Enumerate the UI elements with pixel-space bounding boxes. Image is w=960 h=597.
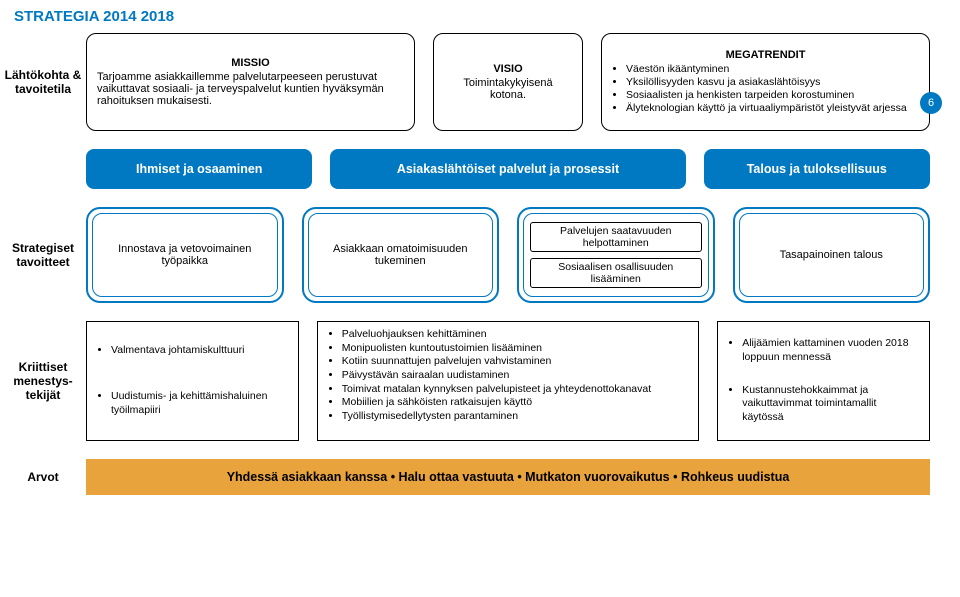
capsule-3: Palvelujen saatavuuden helpottaminen Sos… bbox=[517, 207, 715, 303]
row2-label bbox=[0, 149, 86, 189]
megatrendit-list: Väestön ikääntyminen Yksilöllisyyden kas… bbox=[612, 63, 919, 116]
row3-label: Strategiset tavoitteet bbox=[0, 207, 86, 303]
wbox2-item: Mobiilien ja sähköisten ratkaisujen käyt… bbox=[342, 396, 688, 410]
wbox-3: Alijäämien kattaminen vuoden 2018 loppuu… bbox=[717, 321, 930, 441]
pill-ihmiset: Ihmiset ja osaaminen bbox=[86, 149, 312, 189]
row-pillars: Ihmiset ja osaaminen Asiakaslähtöiset pa… bbox=[0, 149, 960, 189]
capsule-2: Asiakkaan omatoimisuuden tukeminen bbox=[302, 207, 500, 303]
row-lahtokohta: Lähtökohta & tavoitetila MISSIO Tarjoamm… bbox=[0, 33, 960, 131]
wbox2-item: Kotiin suunnattujen palvelujen vahvistam… bbox=[342, 355, 688, 369]
missio-text: Tarjoamme asiakkaillemme palvelutarpeese… bbox=[97, 71, 404, 107]
megatrendit-item: Väestön ikääntyminen bbox=[626, 63, 919, 76]
visio-title: VISIO bbox=[444, 63, 572, 75]
wbox2-item: Päivystävän sairaalan uudistaminen bbox=[342, 369, 688, 383]
megatrendit-item: Älyteknologian käyttö ja virtuaaliympäri… bbox=[626, 102, 919, 115]
visio-box: VISIO Toimintakykyisenä kotona. bbox=[433, 33, 583, 131]
page-title: STRATEGIA 2014 2018 bbox=[0, 0, 960, 29]
megatrendit-title: MEGATRENDIT bbox=[612, 49, 919, 61]
wbox3-item: Alijäämien kattaminen vuoden 2018 loppuu… bbox=[742, 337, 919, 364]
capsule-3a: Palvelujen saatavuuden helpottaminen bbox=[530, 222, 702, 252]
capsule-3b: Sosiaalisen osallisuuden lisääminen bbox=[530, 258, 702, 288]
wbox2-item: Toimivat matalan kynnyksen palvelupistee… bbox=[342, 383, 688, 397]
pill-asiakas: Asiakaslähtöiset palvelut ja prosessit bbox=[330, 149, 685, 189]
wbox-1: Valmentava johtamiskulttuuri Uudistumis-… bbox=[86, 321, 299, 441]
row1-label: Lähtökohta & tavoitetila bbox=[0, 33, 86, 131]
megatrendit-item: Yksilöllisyyden kasvu ja asiakaslähtöisy… bbox=[626, 76, 919, 89]
arvot-bar: Yhdessä asiakkaan kanssa • Halu ottaa va… bbox=[86, 459, 930, 495]
wbox2-item: Työllistymisedellytysten parantaminen bbox=[342, 410, 688, 424]
capsule-4-text: Tasapainoinen talous bbox=[739, 213, 925, 297]
wbox1-item: Uudistumis- ja kehittämishaluinen työilm… bbox=[111, 390, 288, 417]
capsule-1-text: Innostava ja vetovoimainen työpaikka bbox=[92, 213, 278, 297]
wbox2-item: Monipuolisten kuntoutustoimien lisäämine… bbox=[342, 342, 688, 356]
wbox3-item: Kustannustehokkaimmat ja vaikuttavimmat … bbox=[742, 384, 919, 425]
wbox-2: Palveluohjauksen kehittäminen Monipuolis… bbox=[317, 321, 699, 441]
capsule-1: Innostava ja vetovoimainen työpaikka bbox=[86, 207, 284, 303]
missio-title: MISSIO bbox=[97, 57, 404, 69]
pill-talous: Talous ja tuloksellisuus bbox=[704, 149, 930, 189]
capsule-3-inner: Palvelujen saatavuuden helpottaminen Sos… bbox=[523, 213, 709, 297]
megatrendit-box: MEGATRENDIT Väestön ikääntyminen Yksilöl… bbox=[601, 33, 930, 131]
row-kriittiset: Kriittiset menestys-tekijät Valmentava j… bbox=[0, 321, 960, 441]
row-strategiset: Strategiset tavoitteet Innostava ja veto… bbox=[0, 207, 960, 303]
capsule-2-text: Asiakkaan omatoimisuuden tukeminen bbox=[308, 213, 494, 297]
diagram-body: Lähtökohta & tavoitetila MISSIO Tarjoamm… bbox=[0, 29, 960, 495]
row5-label: Arvot bbox=[0, 459, 86, 495]
wbox2-item: Palveluohjauksen kehittäminen bbox=[342, 328, 688, 342]
wbox1-item: Valmentava johtamiskulttuuri bbox=[111, 344, 288, 358]
capsule-4: Tasapainoinen talous bbox=[733, 207, 931, 303]
visio-text: Toimintakykyisenä kotona. bbox=[444, 77, 572, 101]
page-number-badge: 6 bbox=[920, 92, 942, 114]
row4-label: Kriittiset menestys-tekijät bbox=[0, 321, 86, 441]
megatrendit-item: Sosiaalisten ja henkisten tarpeiden koro… bbox=[626, 89, 919, 102]
missio-box: MISSIO Tarjoamme asiakkaillemme palvelut… bbox=[86, 33, 415, 131]
row-arvot: Arvot Yhdessä asiakkaan kanssa • Halu ot… bbox=[0, 459, 960, 495]
